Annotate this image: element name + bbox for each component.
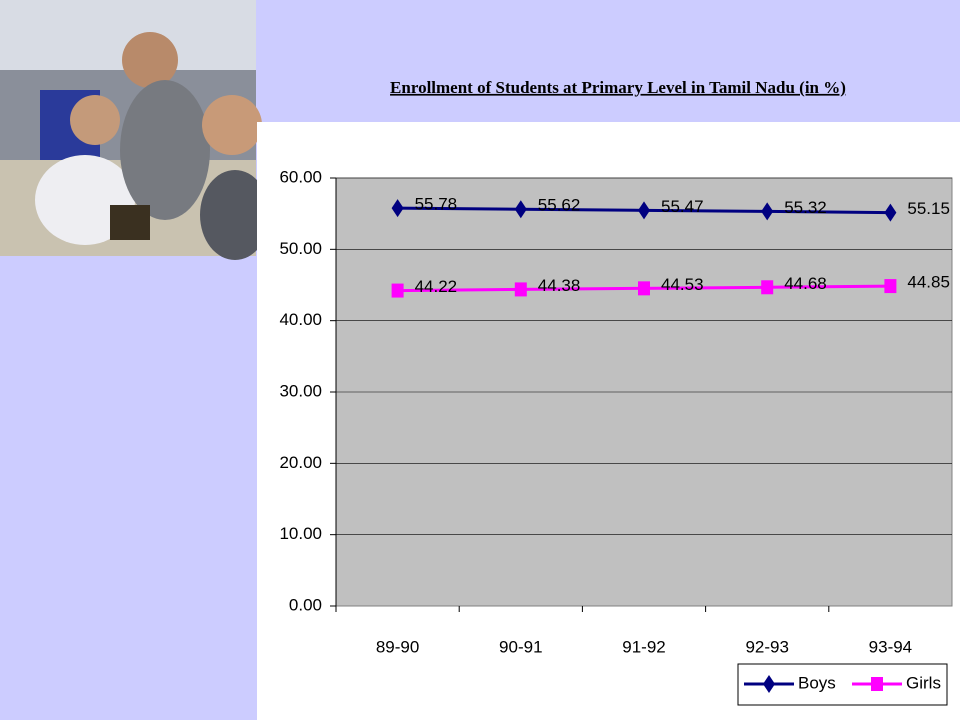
x-tick-label: 89-90 xyxy=(376,637,419,656)
y-tick-label: 10.00 xyxy=(279,524,322,543)
y-tick-label: 50.00 xyxy=(279,239,322,258)
point xyxy=(514,282,527,297)
data-label: 44.85 xyxy=(907,273,950,292)
point xyxy=(514,200,527,219)
data-label: 55.62 xyxy=(538,196,581,215)
y-tick-label: 40.00 xyxy=(279,310,322,329)
point xyxy=(884,203,897,222)
data-label: 44.22 xyxy=(415,277,458,296)
photo xyxy=(0,0,270,260)
data-label: 55.15 xyxy=(907,199,950,218)
data-label: 55.32 xyxy=(784,198,827,217)
point xyxy=(391,199,404,218)
x-tick-label: 90-91 xyxy=(499,637,542,656)
x-tick-label: 91-92 xyxy=(622,637,665,656)
point xyxy=(761,280,774,295)
legend-label: Boys xyxy=(798,673,836,692)
x-tick-label: 93-94 xyxy=(869,637,912,656)
point xyxy=(638,281,650,296)
y-tick-label: 60.00 xyxy=(279,167,322,186)
point xyxy=(871,677,883,691)
legend-label: Girls xyxy=(906,673,941,692)
point xyxy=(763,675,775,693)
point xyxy=(638,201,650,220)
y-tick-label: 0.00 xyxy=(289,595,322,614)
point xyxy=(884,279,897,294)
x-tick-label: 92-93 xyxy=(745,637,788,656)
point xyxy=(391,283,404,298)
y-tick-label: 30.00 xyxy=(279,381,322,400)
point xyxy=(761,202,774,221)
y-tick-label: 20.00 xyxy=(279,453,322,472)
data-label: 55.78 xyxy=(415,195,458,214)
data-label: 44.68 xyxy=(784,274,827,293)
data-label: 44.38 xyxy=(538,276,581,295)
chart-title: Enrollment of Students at Primary Level … xyxy=(390,78,846,97)
data-label: 55.47 xyxy=(661,197,704,216)
data-label: 44.53 xyxy=(661,275,704,294)
